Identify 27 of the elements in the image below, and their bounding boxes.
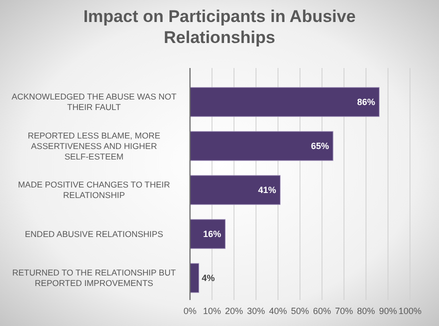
- data-label: 86%: [357, 97, 376, 108]
- x-tick-label: 70%: [334, 306, 354, 316]
- x-tick-label: 90%: [378, 306, 398, 316]
- data-label: 41%: [258, 185, 276, 196]
- x-tick-label: 40%: [268, 306, 288, 316]
- data-label: 4%: [202, 273, 215, 284]
- chart-title: Impact on Participants in Abusive Relationships: [83, 7, 356, 47]
- x-tick-label: 100%: [398, 306, 422, 316]
- bar: [190, 175, 280, 205]
- y-tick-label: RETURNED TO THE RELATIONSHIP BUT REPORTED IMPROVEMENTS: [12, 268, 176, 288]
- x-tick-label: 60%: [312, 306, 332, 316]
- bar: [190, 131, 334, 161]
- bar: [190, 263, 200, 293]
- x-tick-label: 20%: [224, 306, 244, 316]
- x-tick-label: 10%: [202, 306, 222, 316]
- y-tick-label: ACKNOWLEDGED THE ABUSE WAS NOT THEIR FAULT: [12, 92, 176, 112]
- x-tick-label: 80%: [356, 306, 376, 316]
- bar: [190, 219, 226, 249]
- y-tick-label: MADE POSITIVE CHANGES TO THEIR RELATIONSHIP: [18, 180, 170, 200]
- data-label: 65%: [310, 141, 329, 152]
- x-tick-label: 50%: [290, 306, 310, 316]
- y-tick-label: REPORTED LESS BLAME, MORE ASSERTIVENESS AND HIGHER SELF-ESTEEM: [28, 130, 161, 162]
- x-tick-label: 0%: [183, 306, 197, 316]
- bar: [190, 87, 380, 117]
- y-tick-label: ENDED ABUSIVE RELATIONSHIPS: [24, 228, 164, 239]
- data-label: 16%: [203, 229, 222, 240]
- x-tick-label: 30%: [246, 306, 266, 316]
